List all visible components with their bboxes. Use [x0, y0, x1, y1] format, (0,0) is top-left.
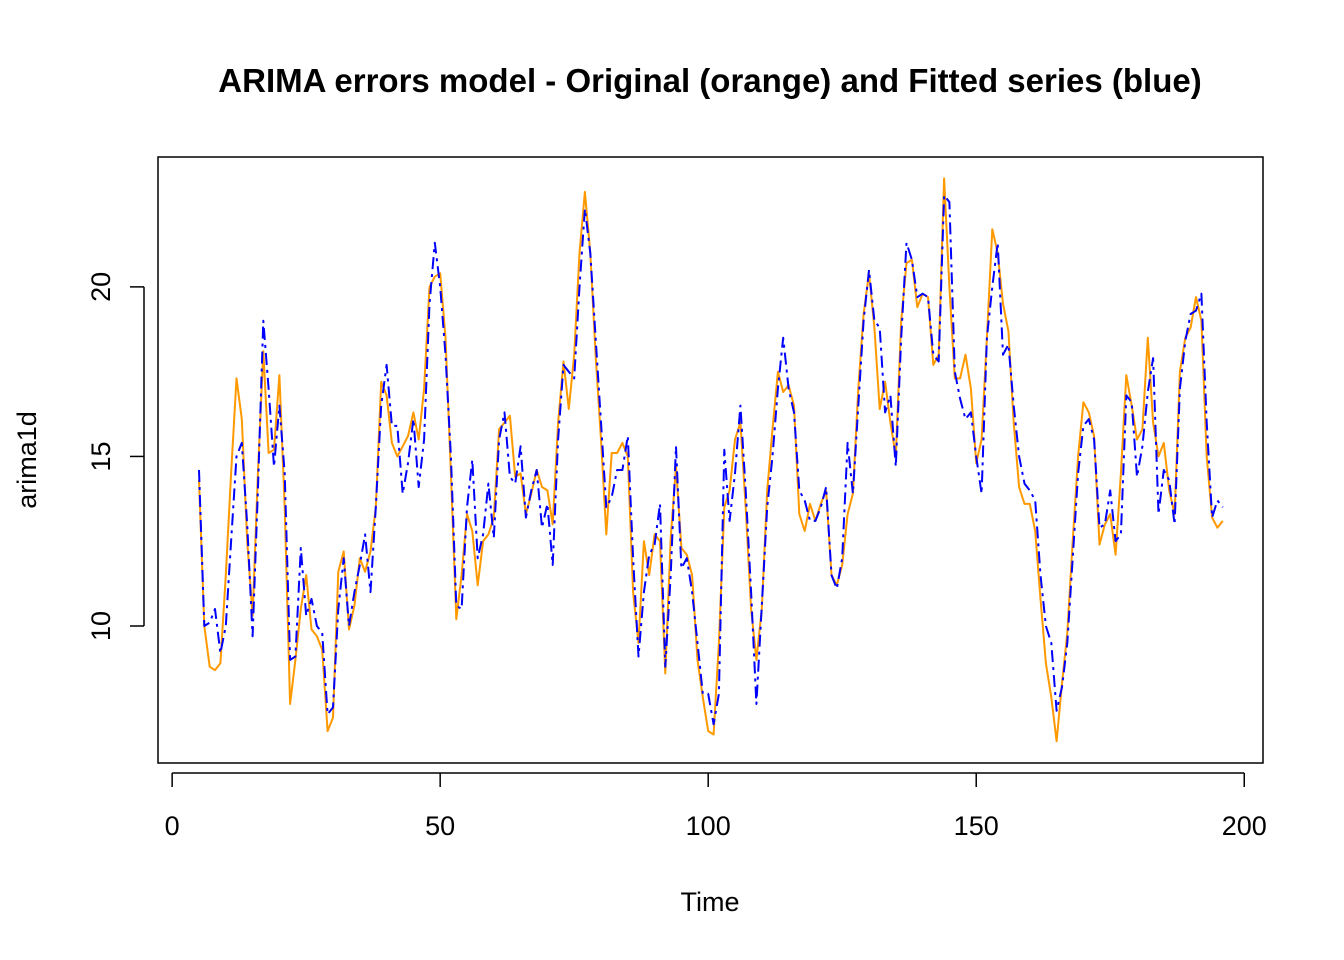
x-axis: 0 50 100 150 200 [165, 772, 1267, 841]
y-tick-label: 15 [86, 441, 116, 471]
series-layer [198, 177, 1224, 743]
series-line-original [198, 177, 1224, 743]
x-tick-label: 150 [954, 811, 999, 841]
x-tick-label: 50 [425, 811, 455, 841]
y-axis-label: arima1d [12, 411, 42, 509]
x-tick-label: 200 [1222, 811, 1267, 841]
x-tick-label: 100 [686, 811, 731, 841]
x-axis-label: Time [681, 887, 740, 917]
y-tick-label: 20 [86, 272, 116, 302]
chart-title: ARIMA errors model - Original (orange) a… [218, 62, 1201, 99]
series-line-fitted [198, 194, 1224, 726]
y-tick-label: 10 [86, 611, 116, 641]
y-axis: 10 15 20 [86, 272, 145, 641]
plot-frame [157, 156, 1264, 764]
x-tick-label: 0 [165, 811, 180, 841]
